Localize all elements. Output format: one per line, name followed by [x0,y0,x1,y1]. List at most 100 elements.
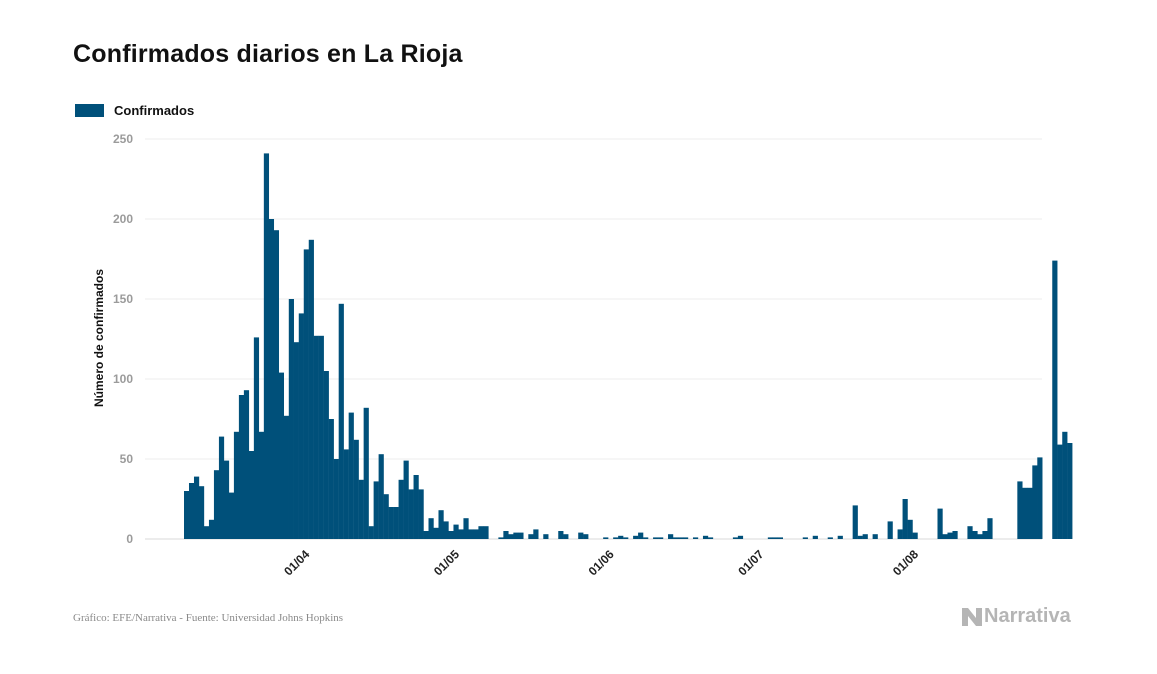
bar [393,507,399,539]
y-tick-label: 200 [113,212,133,226]
bar [702,535,709,539]
bar [1052,260,1058,539]
legend-label: Confirmados [114,103,195,118]
bar [258,431,265,539]
legend-swatch [75,104,104,117]
bar [273,230,280,539]
bar [408,489,414,539]
bar [468,529,474,539]
bar [293,342,299,539]
bar [453,524,459,539]
bar [912,532,918,539]
bar [223,460,230,539]
bar [1022,487,1028,539]
bar [872,534,878,539]
bar [563,534,569,539]
bar [218,436,225,539]
bar [483,526,489,539]
bar [418,489,424,539]
bar [852,505,858,539]
bar [1057,444,1063,539]
bar [947,532,953,539]
bar [368,526,374,539]
bar [283,415,289,539]
bar [668,534,674,539]
bar [543,534,549,539]
bar [503,531,509,539]
bar [463,518,469,539]
bar [907,519,913,539]
bar [413,475,419,539]
bar [673,537,679,539]
bar [972,531,978,539]
bar [383,494,389,539]
bar [233,431,240,539]
bar [902,499,908,539]
bar [1067,443,1073,539]
bar [323,371,329,539]
bar [583,534,589,539]
bars [184,153,1073,540]
bar [623,537,629,539]
x-tick-label: 01/05 [431,547,462,578]
bar [443,521,449,539]
bar [692,537,699,539]
bar [398,479,404,539]
bar [338,303,344,539]
bar [937,508,943,539]
bar [982,531,988,539]
bar [458,529,464,539]
brand-logo: Narrativa [962,605,1071,628]
bar [353,439,359,539]
bar [268,219,275,539]
bar [633,535,639,539]
bar [203,526,210,539]
bar [378,454,384,539]
bar [533,529,539,539]
bar [343,449,349,539]
narrativa-logo-icon [962,607,982,626]
bar [213,470,220,539]
bar [473,529,479,539]
bar [448,531,454,539]
bar [208,519,215,539]
bar [313,335,319,539]
bar [802,537,808,539]
bar [578,532,584,539]
x-axis-ticks: 01/04 01/05 01/06 01/07 01/08 [281,547,921,578]
bar [363,407,369,539]
x-tick-label: 01/07 [735,547,766,578]
bar [1037,457,1043,539]
brand-name: Narrativa [984,605,1071,627]
bar [658,537,664,539]
bar [308,239,314,540]
bar [248,451,255,539]
bar [603,537,609,539]
bar [638,532,644,539]
bar [188,483,195,539]
bar [228,492,235,539]
bar [967,526,973,539]
bar [558,531,564,539]
bar [333,459,339,539]
bar [837,535,843,539]
bar [513,532,519,539]
bar [193,476,200,539]
bar [777,537,783,539]
bar [952,531,958,539]
bar [478,526,484,539]
x-tick-label: 01/08 [890,547,921,578]
bar [987,518,993,539]
bar [428,518,434,539]
x-tick-label: 01/06 [586,547,617,578]
bar [298,313,304,539]
bar [373,481,379,539]
bar [887,521,893,539]
bar [278,372,284,539]
bar [423,531,429,539]
bar [827,537,833,539]
y-tick-label: 50 [120,452,134,466]
bar [737,535,744,539]
bar [433,527,439,539]
